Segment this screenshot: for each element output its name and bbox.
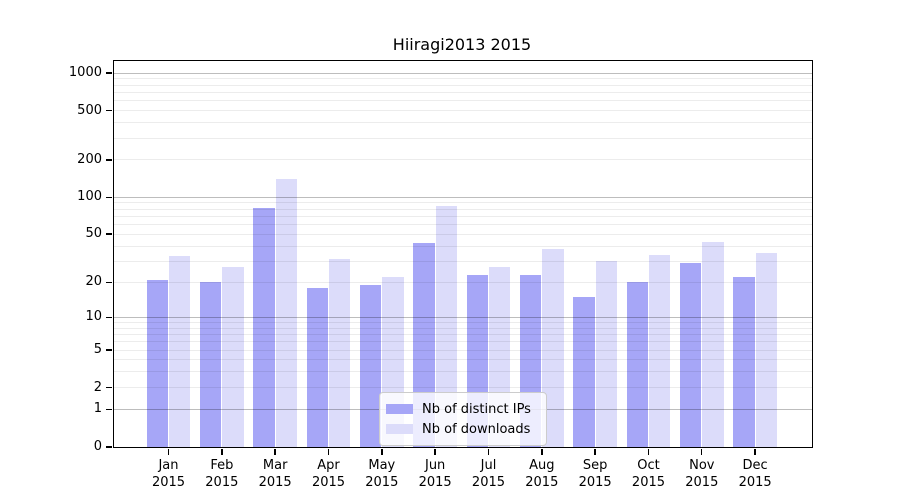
x-tick-mark (754, 448, 756, 455)
bar-downloads (702, 242, 724, 447)
bar-downloads (275, 179, 297, 447)
y-tick-mark (106, 109, 113, 112)
x-tick-mark (381, 448, 383, 455)
y-tick-mark (106, 316, 113, 318)
bar-downloads (542, 248, 564, 447)
bar-distinct-ips (146, 279, 168, 447)
bar-downloads (435, 205, 457, 447)
x-tick-label: Mar 2015 (258, 458, 292, 490)
x-tick-mark (701, 448, 703, 455)
x-tick-label: Sep 2015 (578, 458, 612, 490)
y-tick-mark (106, 196, 113, 198)
x-tick-mark (167, 448, 170, 455)
x-tick-mark (434, 448, 436, 455)
bar-downloads (595, 261, 617, 447)
y-tick-mark (106, 446, 113, 448)
bar-distinct-ips (253, 208, 275, 447)
y-tick-label: 200 (77, 151, 102, 167)
x-tick-label: Apr 2015 (311, 458, 346, 490)
y-tick-label: 100 (77, 189, 102, 205)
x-tick-label: Feb 2015 (205, 458, 239, 490)
bar-downloads (328, 259, 351, 447)
x-tick-label: Jun 2015 (418, 458, 452, 490)
x-tick-mark (594, 448, 596, 455)
bar-downloads (648, 254, 671, 447)
legend: Nb of distinct IPs Nb of downloads (379, 392, 547, 446)
bar-distinct-ips (573, 296, 595, 447)
y-tick-label: 5 (93, 342, 102, 358)
y-tick-mark (106, 72, 113, 74)
y-tick-mark (106, 233, 113, 235)
y-tick-mark (106, 159, 113, 161)
bar-distinct-ips (200, 282, 222, 447)
y-tick-mark (106, 386, 113, 389)
x-tick-label: Dec 2015 (738, 458, 772, 490)
x-tick-mark (221, 448, 223, 455)
x-tick-label: Aug 2015 (525, 458, 559, 490)
bar-downloads (169, 256, 191, 447)
bar-distinct-ips (306, 287, 328, 447)
y-tick-label: 500 (77, 102, 102, 118)
x-tick-label: May 2015 (365, 458, 399, 490)
y-tick-mark (106, 349, 113, 351)
axes-ticks-layer: 1000 500 200 100 50 20 10 5 2 1 0 Jan 2015 Feb 2015 M… (69, 61, 812, 490)
y-tick-label: 1000 (68, 65, 102, 81)
y-tick-mark (106, 281, 113, 283)
legend-item-downloads: Nb of downloads (386, 419, 538, 439)
bar-distinct-ips (360, 284, 382, 447)
y-tick-label: 1 (93, 401, 102, 417)
y-tick-label: 0 (93, 439, 102, 454)
legend-swatch-downloads (386, 424, 413, 434)
bar-distinct-ips (733, 277, 755, 447)
y-tick-label: 20 (85, 274, 102, 290)
x-tick-label: Jan 2015 (151, 458, 186, 490)
x-tick-mark (647, 448, 650, 455)
y-tick-label: 2 (93, 379, 102, 395)
bar-distinct-ips (680, 262, 702, 447)
x-tick-label: Nov 2015 (685, 458, 719, 490)
legend-label-downloads: Nb of downloads (422, 421, 531, 437)
x-tick-mark (274, 448, 276, 455)
bar-downloads (755, 253, 777, 447)
bar-distinct-ips (626, 282, 648, 447)
y-tick-mark (106, 408, 113, 411)
chart-title: Hiiragi2013 2015 (392, 35, 532, 54)
legend-item-distinct-ips: Nb of distinct IPs (386, 399, 538, 419)
x-tick-mark (487, 448, 490, 455)
plot-area: 1000 500 200 100 50 20 10 5 2 1 0 Jan 2015 Feb 2015 M… (69, 60, 813, 490)
x-tick-label: Oct 2015 (631, 458, 666, 490)
y-tick-label: 50 (85, 226, 102, 242)
legend-label-distinct-ips: Nb of distinct IPs (422, 401, 531, 417)
bar-downloads (222, 266, 244, 447)
x-tick-label: Jul 2015 (471, 458, 506, 490)
y-tick-label: 10 (85, 309, 102, 325)
x-tick-mark (327, 448, 330, 455)
x-tick-mark (541, 448, 543, 455)
legend-swatch-distinct-ips (386, 404, 413, 414)
